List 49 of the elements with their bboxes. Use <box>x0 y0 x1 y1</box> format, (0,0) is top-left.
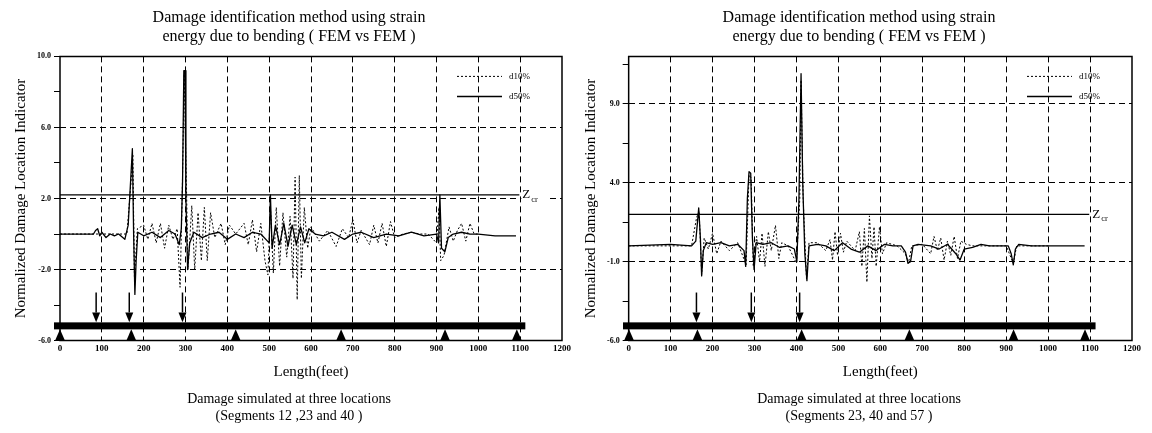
x-tick-label: 1000 <box>1039 343 1058 354</box>
x-tick-label: 1100 <box>1081 343 1100 354</box>
x-tick-label: 600 <box>873 343 888 354</box>
x-tick-label: 0 <box>57 343 63 354</box>
y-tick-label: 4.0 <box>609 177 620 187</box>
x-tick-label: 1200 <box>1123 343 1142 354</box>
y-axis-title: Normalized Damage Location Indicator <box>11 78 28 319</box>
legend-label: d50% <box>509 90 531 101</box>
y-axis-title: Normalized Damage Location Indicator <box>581 78 598 319</box>
x-tick-label: 200 <box>705 343 720 354</box>
x-tick-label: 0 <box>626 343 632 354</box>
y-tick-label: -6.0 <box>606 335 620 345</box>
x-tick-label: 500 <box>262 343 277 354</box>
x-tick-label: 700 <box>915 343 930 354</box>
text: Damage simulated at three locations <box>757 391 961 407</box>
x-tick-label: 100 <box>95 343 110 354</box>
x-tick-label: 400 <box>220 343 235 354</box>
x-tick-label: 1100 <box>511 343 530 354</box>
x-tick-label: 1200 <box>553 343 572 354</box>
y-tick-label: 10.0 <box>37 51 51 61</box>
text: Damage simulated at three locations <box>187 391 391 407</box>
text: (Segments 12 ,23 and 40 ) <box>215 408 363 425</box>
legend-label: d10% <box>509 70 531 81</box>
legend-label: d10% <box>1079 70 1101 81</box>
x-axis-title: Length(feet) <box>842 363 918 381</box>
x-tick-label: 300 <box>747 343 762 354</box>
y-tick-label: 9.0 <box>609 98 620 108</box>
x-tick-label: 1000 <box>469 343 488 354</box>
x-tick-label: 400 <box>789 343 804 354</box>
x-tick-label: 900 <box>429 343 444 354</box>
y-tick-label: 2.0 <box>41 193 51 203</box>
y-tick-label: 6.0 <box>41 122 51 132</box>
y-tick-label: -2.0 <box>38 264 51 274</box>
x-tick-label: 200 <box>136 343 151 354</box>
y-tick-label: -1.0 <box>606 256 620 266</box>
x-tick-label: 300 <box>178 343 193 354</box>
chart-title: Damage identification method using strain energy due to bending ( FEM vs FEM ) <box>722 7 996 45</box>
text: (Segments 23, 40 and 57 ) <box>785 408 933 425</box>
x-tick-label: 700 <box>346 343 361 354</box>
x-axis-title: Length(feet) <box>273 363 349 381</box>
legend-label: d50% <box>1079 90 1101 101</box>
chart-title: Damage identification method using strain energy due to bending ( FEM vs FEM ) <box>152 7 426 45</box>
x-tick-label: 800 <box>957 343 972 354</box>
x-tick-label: 900 <box>999 343 1014 354</box>
x-tick-label: 600 <box>304 343 319 354</box>
x-tick-label: 100 <box>663 343 678 354</box>
x-tick-label: 800 <box>387 343 402 354</box>
x-tick-label: 500 <box>831 343 846 354</box>
y-tick-label: -6.0 <box>38 335 51 345</box>
